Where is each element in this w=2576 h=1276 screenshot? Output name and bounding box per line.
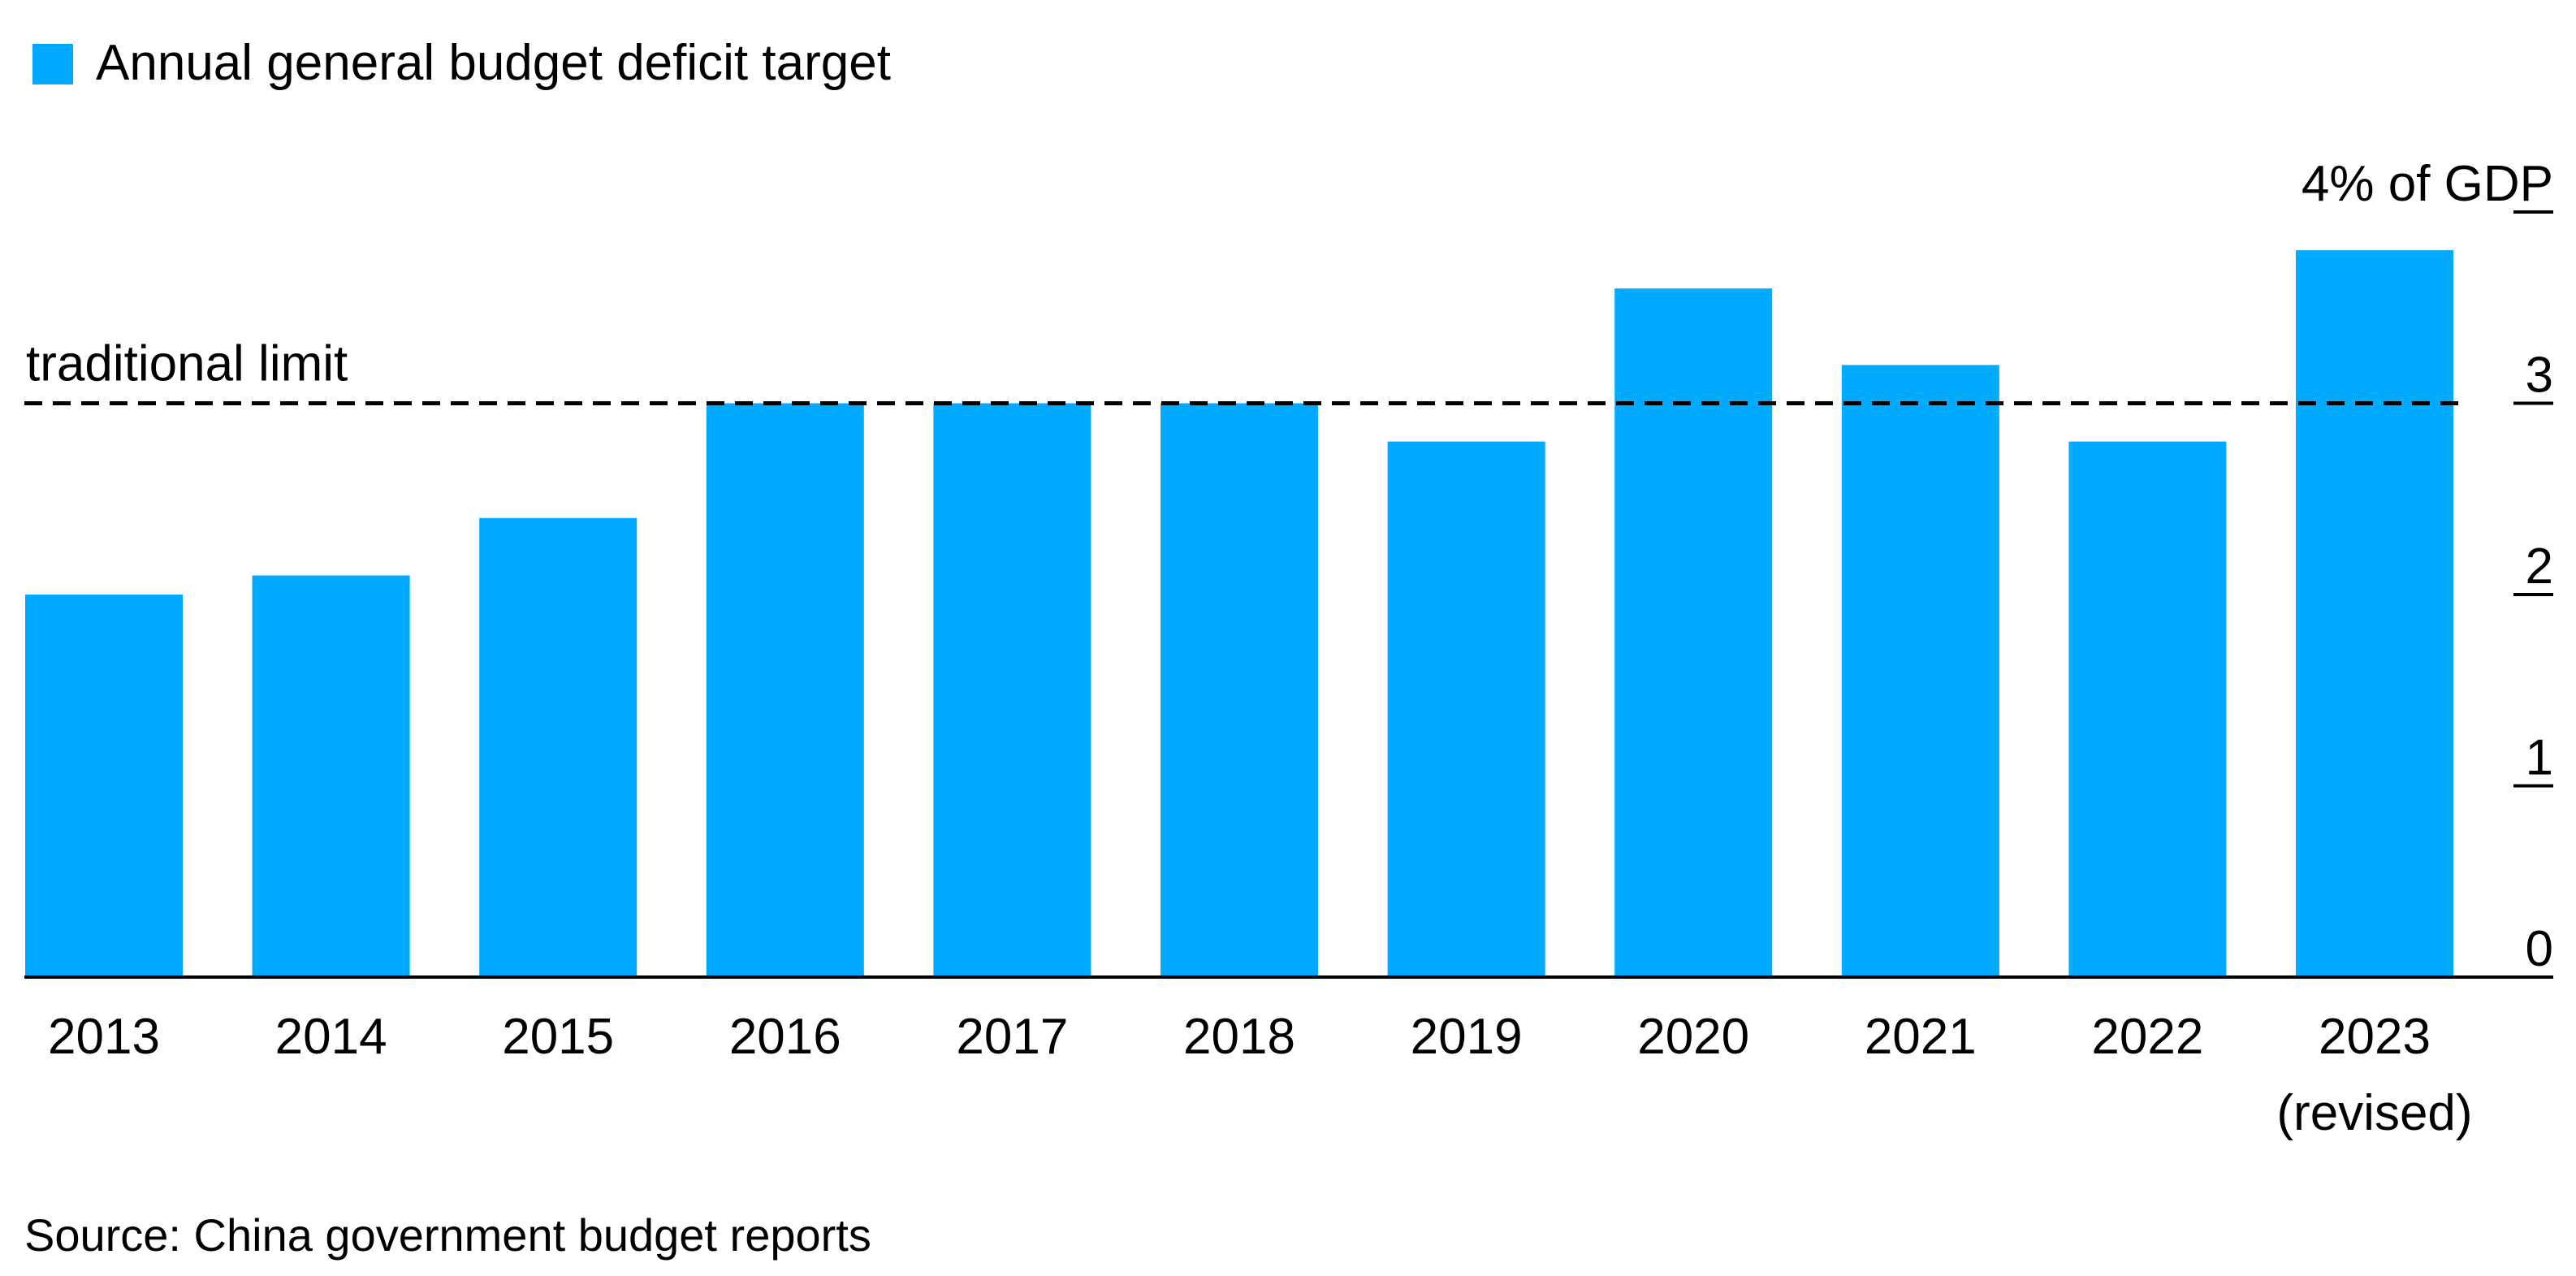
y-tick-label: 3 <box>2526 348 2553 404</box>
x-tick-label: 2017 <box>956 1009 1068 1065</box>
legend: Annual general budget deficit target <box>32 35 891 91</box>
x-tick-label: 2023 (revised) <box>2276 1009 2472 1141</box>
x-tick-label: 2021 <box>1865 1009 1977 1065</box>
bar-2021 <box>1841 365 1999 977</box>
x-tick-label: 2022 <box>2091 1009 2203 1065</box>
bar-2014 <box>252 575 410 977</box>
reference-line-label: traditional limit <box>26 336 348 392</box>
x-tick-label: 2014 <box>275 1009 387 1065</box>
bar-2015 <box>479 517 638 977</box>
bar-2018 <box>1160 403 1318 977</box>
bar-2020 <box>1614 288 1773 977</box>
bar-2013 <box>25 595 183 977</box>
source-note: Source: China government budget reports <box>24 1209 871 1261</box>
y-axis-unit-label: 4% of GDP <box>2302 156 2553 212</box>
bar-2017 <box>933 403 1091 977</box>
y-tick-label: 2 <box>2526 539 2553 595</box>
x-tick-label: 2013 <box>48 1009 160 1065</box>
x-tick-label: 2015 <box>502 1009 614 1065</box>
bar-2019 <box>1387 441 1545 977</box>
x-tick-label: 2016 <box>729 1009 841 1065</box>
x-tick-label: 2018 <box>1183 1009 1295 1065</box>
bars <box>25 250 2453 978</box>
y-tick-label: 0 <box>2526 921 2553 977</box>
x-tick-label: 2020 <box>1637 1009 1749 1065</box>
x-tick-label: 2019 <box>1411 1009 1523 1065</box>
bar-2023 <box>2296 250 2453 978</box>
legend-swatch <box>32 44 73 84</box>
legend-label: Annual general budget deficit target <box>96 35 891 91</box>
y-axis: 0 1 2 3 4% of GDP <box>2302 156 2553 977</box>
bar-2022 <box>2068 441 2227 977</box>
bar-2016 <box>706 403 864 977</box>
reference-line-group: traditional limit <box>24 336 2461 405</box>
y-tick-label: 1 <box>2526 730 2553 786</box>
x-axis-labels: 2013 2014 2015 2016 2017 2018 2019 2020 2021 2022… <box>48 1009 2473 1141</box>
